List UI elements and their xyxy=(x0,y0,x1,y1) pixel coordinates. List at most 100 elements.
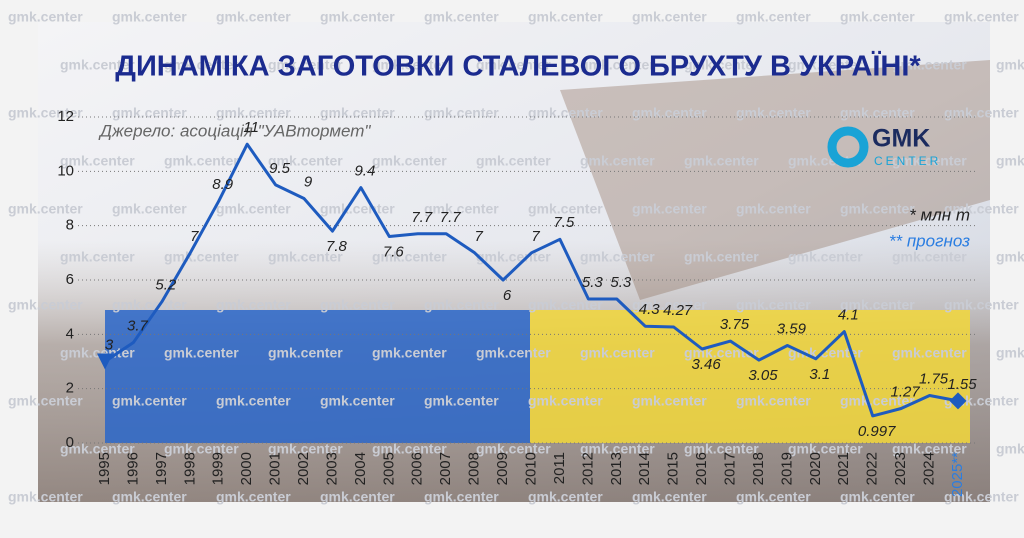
value-label: 11 xyxy=(243,119,259,136)
watermark: gmk.center xyxy=(580,345,655,361)
subtitle: Джерело: асоціація "УАВтормет" xyxy=(98,121,371,140)
value-label: 7 xyxy=(190,228,199,245)
watermark: gmk.center xyxy=(892,153,967,169)
y-tick-label: 4 xyxy=(66,325,74,342)
y-tick-label: 0 xyxy=(66,434,74,451)
y-tick-label: 6 xyxy=(66,271,74,288)
y-tick-label: 12 xyxy=(57,108,74,125)
watermark: gmk.center xyxy=(60,441,135,457)
watermark: gmk.center xyxy=(840,201,915,217)
x-tick-label: 2017 xyxy=(722,452,739,485)
x-tick-label: 2013 xyxy=(608,452,625,485)
value-label: 9.5 xyxy=(269,160,291,177)
watermark: gmk.center xyxy=(476,441,551,457)
watermark: gmk.center xyxy=(528,9,603,25)
watermark: gmk.center xyxy=(996,153,1024,169)
watermark: gmk.center xyxy=(320,297,395,313)
watermark: gmk.center xyxy=(112,201,187,217)
watermark: gmk.center xyxy=(840,9,915,25)
value-label: 9.4 xyxy=(354,163,375,180)
watermark: gmk.center xyxy=(424,393,499,409)
x-tick-label: 2020 xyxy=(807,452,824,485)
x-tick-label: 2002 xyxy=(295,452,312,485)
watermark: gmk.center xyxy=(164,57,239,73)
watermark: gmk.center xyxy=(8,489,83,505)
watermark: gmk.center xyxy=(528,393,603,409)
x-tick-label: 2012 xyxy=(579,452,596,485)
watermark: gmk.center xyxy=(372,345,447,361)
watermark: gmk.center xyxy=(60,153,135,169)
watermark: gmk.center xyxy=(736,201,811,217)
watermark: gmk.center xyxy=(840,393,915,409)
chart-title: ДИНАМІКА ЗАГОТОВКИ СТАЛЕВОГО БРУХТУ В УК… xyxy=(115,50,921,83)
x-tick-label: 2007 xyxy=(437,452,454,485)
watermark: gmk.center xyxy=(632,393,707,409)
x-tick-label: 2005 xyxy=(380,452,397,485)
watermark: gmk.center xyxy=(424,297,499,313)
watermark: gmk.center xyxy=(632,201,707,217)
watermark: gmk.center xyxy=(944,105,1019,121)
x-tick-label: 2021 xyxy=(835,452,852,485)
value-label: 0.997 xyxy=(858,423,896,440)
watermark: gmk.center xyxy=(216,9,291,25)
watermark: gmk.center xyxy=(632,489,707,505)
x-tick-label: 2023 xyxy=(892,452,909,485)
value-label: 3 xyxy=(105,336,114,353)
watermark: gmk.center xyxy=(632,9,707,25)
watermark: gmk.center xyxy=(268,249,343,265)
watermark: gmk.center xyxy=(60,345,135,361)
watermark: gmk.center xyxy=(112,297,187,313)
x-tick-label: 2000 xyxy=(238,452,255,485)
y-tick-label: 2 xyxy=(66,380,74,397)
watermark: gmk.center xyxy=(8,105,83,121)
watermark: gmk.center xyxy=(268,153,343,169)
watermark: gmk.center xyxy=(736,105,811,121)
logo-subtext: CENTER xyxy=(874,154,941,168)
watermark: gmk.center xyxy=(996,441,1024,457)
watermark: gmk.center xyxy=(580,249,655,265)
watermark: gmk.center xyxy=(580,441,655,457)
x-tick-label: 1995 xyxy=(96,452,113,485)
watermark: gmk.center xyxy=(840,297,915,313)
watermark: gmk.center xyxy=(372,153,447,169)
watermark: gmk.center xyxy=(320,9,395,25)
watermark: gmk.center xyxy=(372,441,447,457)
watermark: gmk.center xyxy=(8,297,83,313)
watermark: gmk.center xyxy=(476,153,551,169)
x-tick-label: 2006 xyxy=(409,452,426,485)
watermark: gmk.center xyxy=(580,153,655,169)
watermark: gmk.center xyxy=(112,105,187,121)
watermark: gmk.center xyxy=(216,489,291,505)
logo: GMK CENTER xyxy=(827,125,941,168)
watermark: gmk.center xyxy=(216,297,291,313)
watermark: gmk.center xyxy=(320,201,395,217)
start-marker xyxy=(97,353,113,370)
x-tick-label: 2014 xyxy=(636,452,653,485)
x-tick-label: 2018 xyxy=(750,452,767,485)
value-label: 1.55 xyxy=(947,376,977,393)
value-label: 7.6 xyxy=(383,244,405,261)
value-label: 3.46 xyxy=(691,356,721,373)
line xyxy=(104,142,959,418)
watermark: gmk.center xyxy=(216,201,291,217)
beam-image xyxy=(560,60,990,300)
value-label: 3.59 xyxy=(777,320,807,337)
watermark: gmk.center xyxy=(112,489,187,505)
watermark: gmk.center xyxy=(320,393,395,409)
watermark: gmk.center xyxy=(580,57,655,73)
value-label: 7 xyxy=(531,228,540,245)
watermark: gmk.center xyxy=(944,201,1019,217)
watermark: gmk.center xyxy=(320,105,395,121)
value-label: 1.27 xyxy=(891,383,921,400)
watermark: gmk.center xyxy=(8,201,83,217)
x-tick-label: 2004 xyxy=(352,452,369,485)
watermark: gmk.center xyxy=(112,393,187,409)
x-tick-label: 2022 xyxy=(864,452,881,485)
watermark: gmk.center xyxy=(528,201,603,217)
value-label: 6 xyxy=(503,287,512,304)
value-label: 7 xyxy=(474,228,483,245)
x-tick-label: 2019 xyxy=(778,452,795,485)
watermark: gmk.center xyxy=(788,345,863,361)
forecast-note: ** прогноз xyxy=(889,231,970,250)
value-label: 7.7 xyxy=(411,209,433,226)
